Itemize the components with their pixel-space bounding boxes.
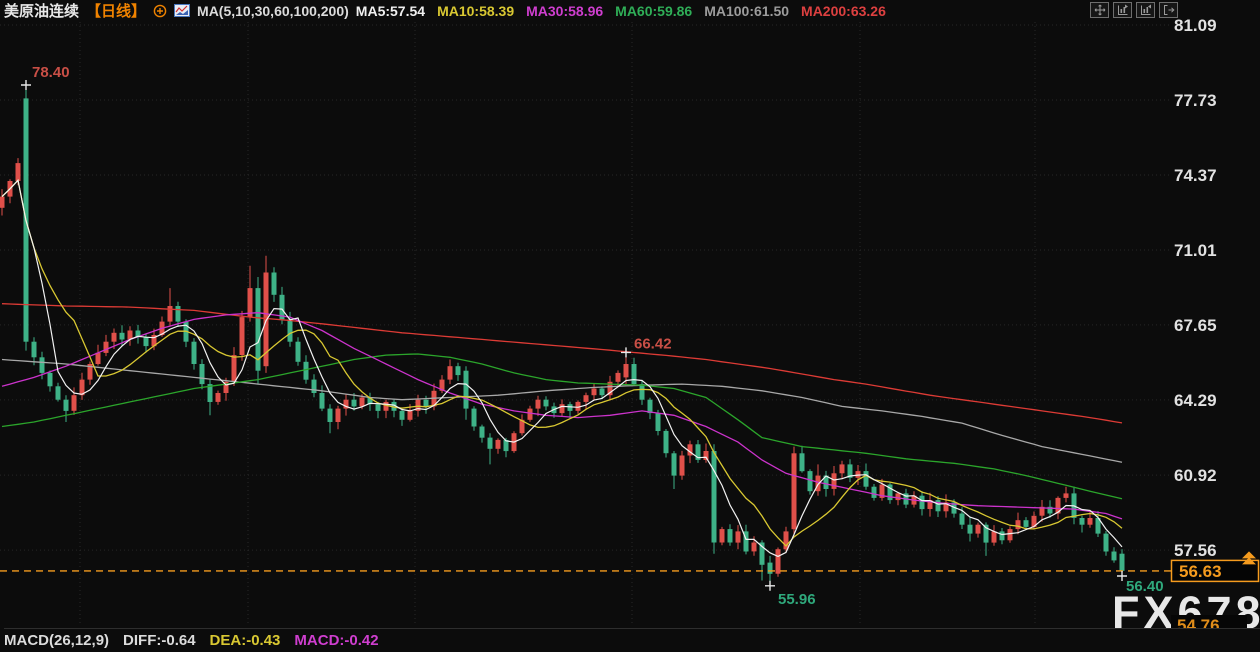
ma-lines (1, 178, 1123, 558)
ma-line-ma30 (1, 312, 1123, 520)
candles (0, 85, 1125, 586)
y-axis-tick: 71.01 (1174, 241, 1217, 260)
price-up-marker-icon (1242, 551, 1256, 565)
move-tool-icon[interactable] (1090, 2, 1109, 18)
chart-style-icon[interactable] (174, 4, 191, 17)
ma-legend-item: MA10:58.39 (437, 2, 515, 19)
svg-text:56.63: 56.63 (1179, 562, 1222, 581)
ma-legend-item: MA60:59.86 (615, 2, 693, 19)
period-tag[interactable]: 【日线】 (86, 3, 147, 20)
swing-price-label: 55.96 (778, 591, 816, 608)
y-axis-tick: 77.73 (1174, 91, 1217, 110)
ma-legend-item: MA5:57.54 (355, 2, 426, 19)
macd-value: DEA:-0.43 (209, 632, 281, 649)
macd-value: DIFF:-0.64 (123, 632, 196, 649)
compress-chart-icon[interactable] (1113, 2, 1132, 18)
instrument-title: 美原油连续 (4, 3, 80, 20)
candlestick-chart[interactable]: FX678 78.40 66.42 55.96 56.40 81.09 77.73 74.37… (0, 0, 1260, 638)
ma-line-ma200 (1, 303, 1123, 424)
swing-cross-icon (765, 580, 775, 591)
price-annotations: 78.40 66.42 55.96 56.40 (21, 64, 1164, 608)
macd-value: MACD:-0.42 (294, 632, 379, 649)
macd-settings-label[interactable]: MACD(26,12,9) (4, 632, 110, 649)
expand-chart-icon[interactable] (1136, 2, 1155, 18)
y-axis-tick: 60.92 (1174, 466, 1217, 485)
y-axis-tick: 57.56 (1174, 541, 1217, 560)
ma-legend-item: MA30:58.96 (526, 2, 604, 19)
swing-cross-icon (621, 347, 631, 358)
swing-price-label: 78.40 (32, 64, 70, 81)
y-axis-tick: 64.29 (1174, 391, 1217, 410)
ma-settings-label[interactable]: MA(5,10,30,60,100,200) (197, 2, 349, 19)
page-forward-icon[interactable] (1159, 2, 1178, 18)
swing-cross-icon (1117, 571, 1127, 581)
add-indicator-icon[interactable] (153, 4, 167, 18)
y-axis-tick: 74.37 (1174, 166, 1217, 185)
ma-line-ma5 (1, 179, 1123, 558)
y-axis-tick: 81.09 (1174, 16, 1217, 35)
ma-line-ma10 (1, 178, 1123, 547)
y-axis-labels: 81.09 77.73 74.37 71.01 67.65 64.29 60.92 57.56… (1171, 16, 1247, 636)
ma-legend-item: MA100:61.50 (704, 2, 790, 19)
chart-header: 美原油连续 【日线】 MA(5,10,30,60,100,200) MA5:57… (4, 0, 886, 21)
y-axis-tick: 67.65 (1174, 316, 1217, 335)
ma-legend: MA5:57.54 MA10:58.39 MA30:58.96 MA60:59.86 M… (356, 3, 886, 19)
indicator-footer: MACD(26,12,9) DIFF:-0.64 DEA:-0.43 MACD:-0… (4, 628, 1260, 652)
ma-line-ma100 (1, 358, 1123, 463)
ma-line-ma60 (1, 353, 1123, 500)
swing-price-label: 56.40 (1126, 578, 1164, 595)
macd-legend: DIFF:-0.64 DEA:-0.43 MACD:-0.42 (123, 632, 379, 652)
chart-toolbar (1090, 2, 1178, 18)
last-price-box: 56.63 (1170, 551, 1260, 583)
ma-legend-item: MA200:63.26 (801, 2, 886, 19)
swing-cross-icon (21, 80, 31, 90)
swing-price-label: 66.42 (634, 335, 672, 352)
